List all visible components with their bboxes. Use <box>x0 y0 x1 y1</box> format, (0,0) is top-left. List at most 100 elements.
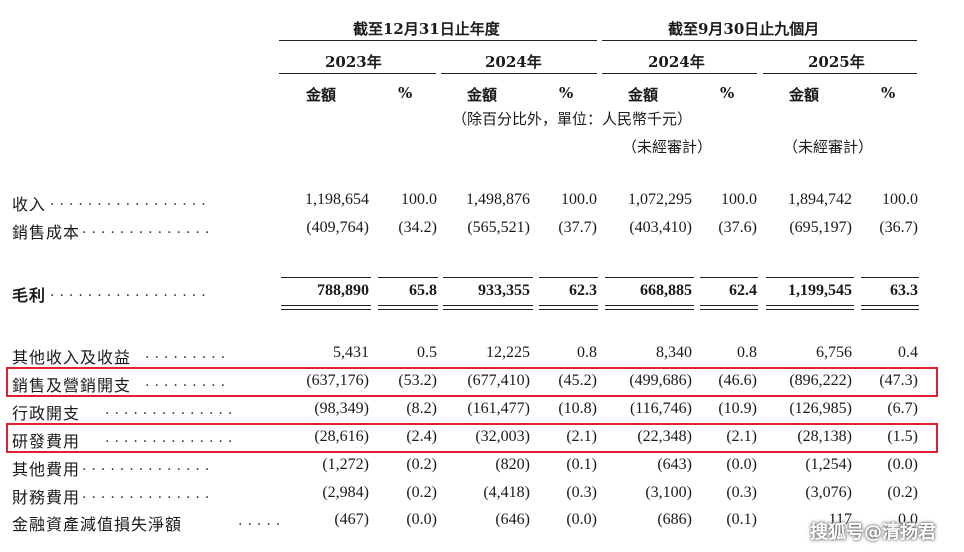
total-rule-line <box>539 309 598 310</box>
table-cell: (695,197) <box>789 219 852 236</box>
leader-dots: ................. <box>50 193 211 209</box>
leader-dots: ..... <box>238 513 286 529</box>
table-cell: 100.0 <box>721 191 757 208</box>
row-label: 銷售及營銷開支 <box>12 376 132 395</box>
table-cell: (10.9) <box>718 400 757 417</box>
leader-dots: .............. <box>82 221 215 237</box>
unaudited-note-2024: （未經審計） <box>622 138 713 156</box>
table-cell: 63.3 <box>890 282 918 299</box>
table-cell: (2.4) <box>406 428 437 445</box>
table-cell: (0.2) <box>887 484 918 501</box>
table-cell: 100.0 <box>561 191 597 208</box>
table-cell: (0.2) <box>406 484 437 501</box>
table-cell: (116,746) <box>629 400 692 417</box>
table-cell: 65.8 <box>409 282 437 299</box>
table-cell: (686) <box>657 511 692 528</box>
table-cell: (2.1) <box>566 428 597 445</box>
total-rule-line <box>281 305 371 306</box>
unaudited-note-2025: （未經審計） <box>783 138 874 156</box>
table-cell: (0.1) <box>726 511 757 528</box>
table-cell: (3,100) <box>645 484 692 501</box>
year-rule-3 <box>602 73 757 74</box>
leader-dots: .............. <box>82 486 215 502</box>
table-cell: (126,985) <box>789 400 852 417</box>
table-cell: (22,348) <box>637 428 692 445</box>
total-rule-line <box>700 305 758 306</box>
row-label: 銷售成本 <box>12 223 81 242</box>
total-rule-line <box>700 277 758 278</box>
table-cell: (0.0) <box>726 456 757 473</box>
amount-label-3: 金額 <box>628 86 659 104</box>
total-rule-line <box>861 277 919 278</box>
total-rule-line <box>443 277 533 278</box>
total-rule-line <box>378 305 438 306</box>
table-cell: (1,254) <box>805 456 852 473</box>
highlight-rnd <box>6 423 938 453</box>
table-cell: (3,076) <box>805 484 852 501</box>
leader-dots: ......... <box>145 346 231 362</box>
table-cell: 12,225 <box>486 344 530 361</box>
table-cell: 788,890 <box>317 282 369 299</box>
table-cell: (161,477) <box>467 400 530 417</box>
table-cell: (0.0) <box>566 511 597 528</box>
table-cell: (4,418) <box>483 484 530 501</box>
leader-dots: .............. <box>82 458 215 474</box>
total-rule-line <box>443 309 533 310</box>
table-cell: (8.2) <box>406 400 437 417</box>
table-cell: (2.1) <box>726 428 757 445</box>
total-rule-line <box>861 305 919 306</box>
table-cell: (0.0) <box>887 456 918 473</box>
table-cell: (98,349) <box>314 400 369 417</box>
table-cell: (28,616) <box>314 428 369 445</box>
total-rule-line <box>378 277 438 278</box>
row-label: 收入 <box>12 195 47 214</box>
table-cell: 6,756 <box>816 344 852 361</box>
table-cell: (2,984) <box>322 484 369 501</box>
table-cell: 100.0 <box>401 191 437 208</box>
year-header-2024-nine: 2024年 <box>648 53 705 71</box>
table-cell: (646) <box>495 511 530 528</box>
year-header-2023: 2023年 <box>325 53 382 71</box>
percent-label-3: % <box>720 84 735 102</box>
total-rule-line <box>443 305 533 306</box>
table-cell: (0.3) <box>566 484 597 501</box>
period-nine-months-rule <box>602 40 917 41</box>
unit-note: （除百分比外，單位：人民幣千元） <box>452 110 693 128</box>
table-cell: (0.3) <box>726 484 757 501</box>
watermark: 搜狐号@清扬君 <box>810 522 936 543</box>
table-cell: 1,198,654 <box>305 191 369 208</box>
table-cell: 0.5 <box>417 344 437 361</box>
table-cell: (0.1) <box>566 456 597 473</box>
table-cell: (0.0) <box>406 511 437 528</box>
amount-label-4: 金額 <box>789 86 820 104</box>
table-cell: (1.5) <box>887 428 918 445</box>
table-cell: 0.0 <box>898 511 918 528</box>
total-rule-line <box>281 309 371 310</box>
period-full-year-title: 截至12月31日止年度 <box>353 20 500 38</box>
table-cell: 62.4 <box>729 282 757 299</box>
total-rule-line <box>605 277 694 278</box>
total-rule-line <box>766 305 854 306</box>
amount-label-1: 金額 <box>306 86 337 104</box>
table-cell: (1,272) <box>322 456 369 473</box>
row-label: 其他費用 <box>12 460 81 479</box>
table-cell: 117 <box>828 511 852 528</box>
total-rule-line <box>700 309 758 310</box>
highlight-selling-marketing <box>6 367 938 397</box>
total-rule-line <box>378 309 438 310</box>
table-cell: (677,410) <box>467 372 530 389</box>
table-cell: (467) <box>334 511 369 528</box>
total-rule-line <box>605 309 694 310</box>
table-cell: 0.8 <box>737 344 757 361</box>
row-label: 其他收入及收益 <box>12 348 132 367</box>
year-rule-1 <box>279 73 436 74</box>
year-rule-4 <box>763 73 917 74</box>
table-cell: (37.7) <box>558 219 597 236</box>
table-cell: 1,498,876 <box>466 191 530 208</box>
year-rule-2 <box>441 73 597 74</box>
row-label: 行政開支 <box>12 404 81 423</box>
table-cell: (32,003) <box>475 428 530 445</box>
table-cell: (499,686) <box>629 372 692 389</box>
table-cell: 1,199,545 <box>788 282 852 299</box>
percent-label-1: % <box>398 84 413 102</box>
